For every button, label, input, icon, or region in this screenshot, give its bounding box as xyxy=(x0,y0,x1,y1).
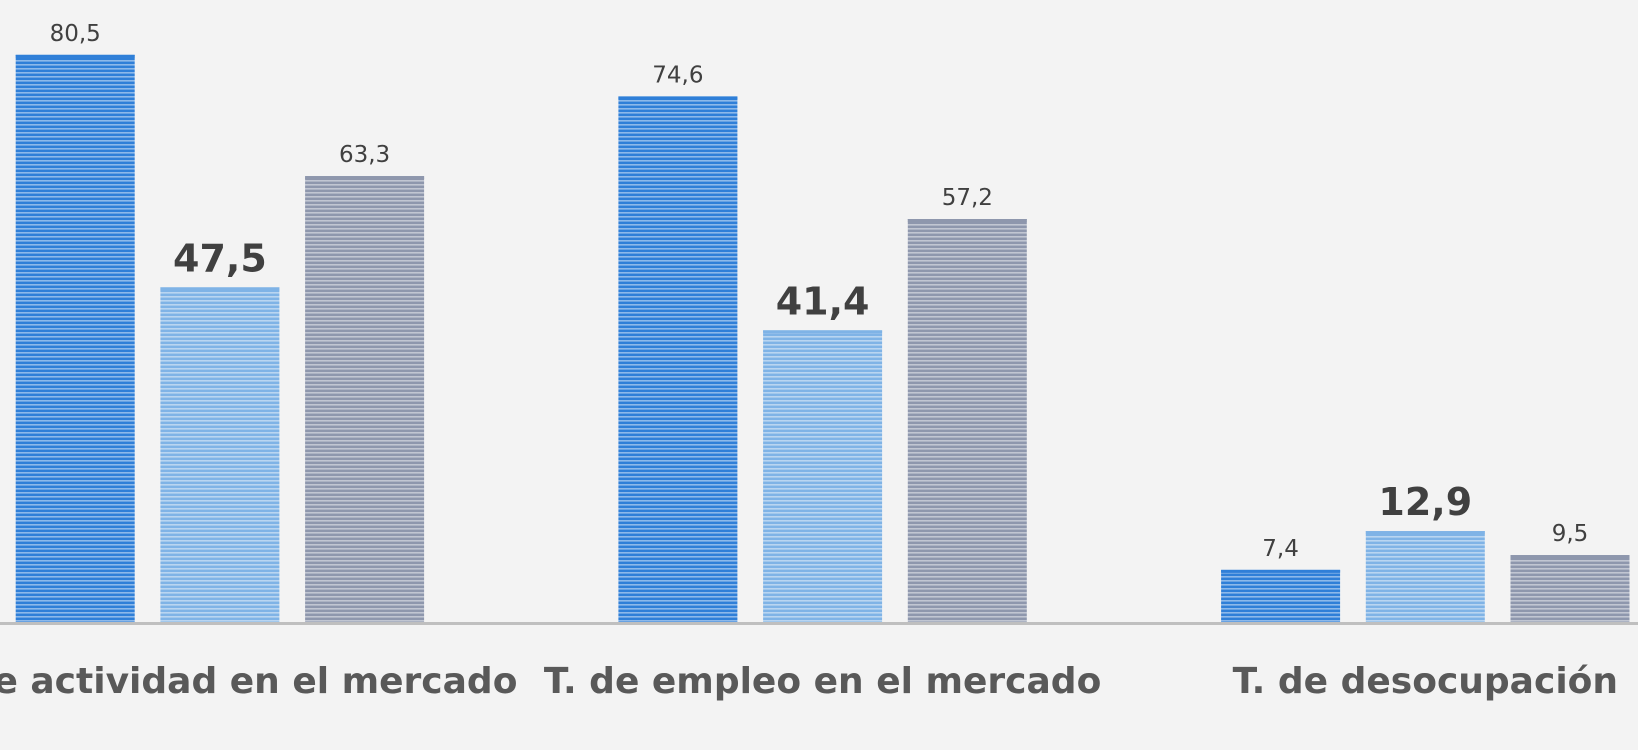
x-tick-label: T. de actividad en el mercado xyxy=(0,661,517,702)
bar xyxy=(763,330,883,622)
x-tick-label: T. de empleo en el mercado xyxy=(544,661,1101,702)
bar-top xyxy=(907,219,1027,222)
bar xyxy=(15,54,135,623)
value-label: 12,9 xyxy=(1378,480,1472,524)
bar xyxy=(1365,531,1485,622)
bar-top xyxy=(160,287,280,291)
bar xyxy=(1510,555,1630,622)
bar-top xyxy=(1221,569,1341,573)
bar-top xyxy=(763,330,883,334)
bar-top xyxy=(15,54,135,58)
value-label: 47,5 xyxy=(173,236,267,280)
bar-top xyxy=(1510,555,1630,559)
bar-top xyxy=(1365,531,1485,535)
bar xyxy=(305,176,425,623)
value-label: 41,4 xyxy=(776,279,870,323)
bar-top xyxy=(305,176,425,180)
value-label: 74,6 xyxy=(652,62,703,88)
bar xyxy=(160,287,280,622)
value-label: 9,5 xyxy=(1552,521,1589,547)
bar xyxy=(1221,569,1341,622)
value-label: 57,2 xyxy=(942,185,993,211)
value-label: 63,3 xyxy=(339,142,390,168)
value-label: 7,4 xyxy=(1262,536,1299,562)
bar xyxy=(907,219,1027,622)
value-label: 80,5 xyxy=(50,21,101,47)
x-tick-label: T. de desocupación xyxy=(1233,661,1618,702)
bar-top xyxy=(618,96,738,100)
bar xyxy=(618,96,738,623)
